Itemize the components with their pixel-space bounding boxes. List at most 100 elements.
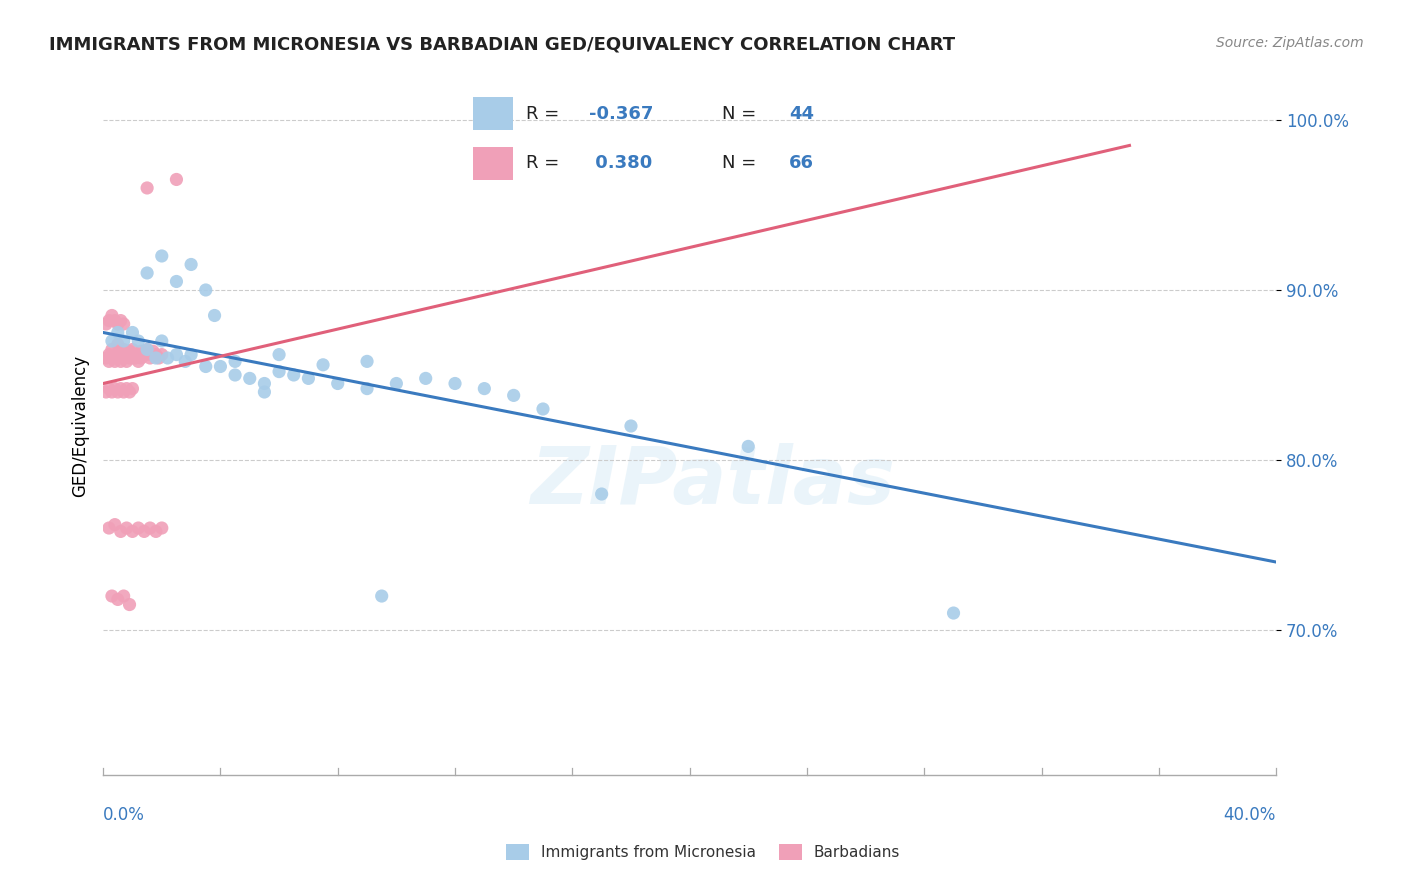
Point xyxy=(115,521,138,535)
Point xyxy=(239,371,262,385)
Point xyxy=(942,606,965,620)
Point xyxy=(180,257,202,271)
Point xyxy=(253,376,276,391)
Point xyxy=(107,337,129,351)
Point xyxy=(118,598,141,612)
Point xyxy=(139,351,162,365)
Point xyxy=(136,181,159,195)
Point xyxy=(472,382,495,396)
Point xyxy=(112,343,135,357)
Point xyxy=(224,354,246,368)
Point xyxy=(124,348,146,362)
Point xyxy=(156,351,179,365)
Point xyxy=(112,317,135,331)
Point xyxy=(112,589,135,603)
Point xyxy=(104,517,127,532)
Point xyxy=(148,351,170,365)
Point xyxy=(145,524,167,539)
Point xyxy=(107,384,129,399)
Point xyxy=(127,334,149,348)
Point xyxy=(115,382,138,396)
Point xyxy=(165,275,187,289)
Text: Source: ZipAtlas.com: Source: ZipAtlas.com xyxy=(1216,36,1364,50)
Point xyxy=(136,343,159,357)
Point xyxy=(312,358,335,372)
Point xyxy=(165,348,187,362)
Point xyxy=(502,388,524,402)
Point xyxy=(150,249,173,263)
Point xyxy=(98,348,121,362)
Point xyxy=(326,376,349,391)
Point xyxy=(94,317,117,331)
Y-axis label: GED/Equivalency: GED/Equivalency xyxy=(72,355,89,497)
Point xyxy=(127,354,149,368)
Point xyxy=(118,351,141,365)
Point xyxy=(204,309,226,323)
Point xyxy=(101,309,124,323)
Point xyxy=(415,371,437,385)
Point xyxy=(121,351,143,365)
Point xyxy=(124,351,146,365)
Point xyxy=(209,359,232,374)
Point xyxy=(174,354,197,368)
Point xyxy=(94,351,117,365)
Point xyxy=(115,354,138,368)
Point xyxy=(112,351,135,365)
Point xyxy=(127,348,149,362)
Point xyxy=(107,326,129,340)
Point xyxy=(136,348,159,362)
Point xyxy=(110,382,132,396)
Point xyxy=(101,589,124,603)
Point xyxy=(101,384,124,399)
Point xyxy=(737,439,759,453)
Text: 40.0%: 40.0% xyxy=(1223,806,1277,824)
Point xyxy=(104,382,127,396)
Point xyxy=(385,376,408,391)
Point xyxy=(121,326,143,340)
Point xyxy=(101,334,124,348)
Point xyxy=(180,348,202,362)
Point xyxy=(129,351,152,365)
Point xyxy=(134,348,156,362)
Point xyxy=(107,317,129,331)
Point xyxy=(267,348,290,362)
Point xyxy=(224,368,246,382)
Point xyxy=(107,592,129,607)
Point xyxy=(104,313,127,327)
Point xyxy=(142,344,165,359)
Point xyxy=(129,344,152,359)
Point xyxy=(145,348,167,362)
Point xyxy=(118,384,141,399)
Point xyxy=(118,344,141,359)
Point xyxy=(139,521,162,535)
Point xyxy=(531,402,554,417)
Point xyxy=(110,344,132,359)
Point xyxy=(98,313,121,327)
Point xyxy=(101,343,124,357)
Point xyxy=(94,384,117,399)
Point xyxy=(101,351,124,365)
Point xyxy=(165,172,187,186)
Point xyxy=(98,354,121,368)
Point xyxy=(121,382,143,396)
Point xyxy=(620,419,643,434)
Point xyxy=(194,359,217,374)
Point xyxy=(112,334,135,348)
Point xyxy=(136,266,159,280)
Point xyxy=(283,368,305,382)
Point xyxy=(115,348,138,362)
Point xyxy=(98,382,121,396)
Legend: Immigrants from Micronesia, Barbadians: Immigrants from Micronesia, Barbadians xyxy=(499,838,907,866)
Point xyxy=(194,283,217,297)
Point xyxy=(591,487,613,501)
Point xyxy=(104,354,127,368)
Point xyxy=(110,524,132,539)
Point xyxy=(121,343,143,357)
Text: IMMIGRANTS FROM MICRONESIA VS BARBADIAN GED/EQUIVALENCY CORRELATION CHART: IMMIGRANTS FROM MICRONESIA VS BARBADIAN … xyxy=(49,36,955,54)
Point xyxy=(267,365,290,379)
Point xyxy=(98,521,121,535)
Point xyxy=(127,521,149,535)
Point xyxy=(107,348,129,362)
Point xyxy=(121,524,143,539)
Text: ZIPatlas: ZIPatlas xyxy=(530,442,896,521)
